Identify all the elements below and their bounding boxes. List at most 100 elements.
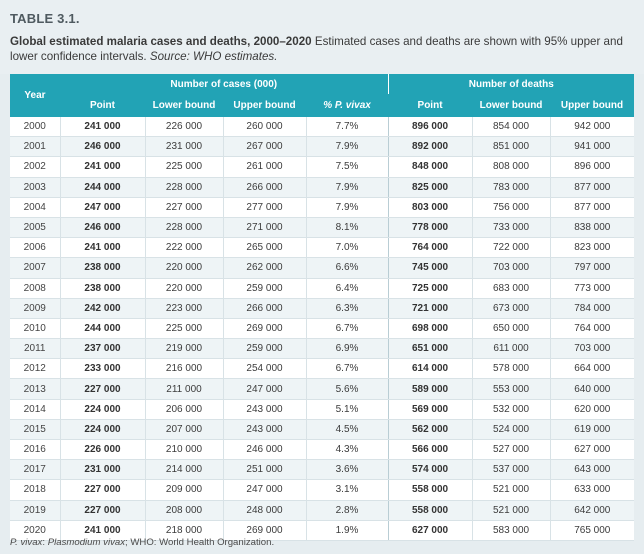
cases-point-cell: 241 000 [60, 156, 146, 178]
cases-point-cell: 227 000 [60, 378, 146, 400]
year-cell: 2006 [10, 237, 61, 259]
deaths-point-cell: 698 000 [388, 318, 473, 340]
year-cell: 2013 [10, 378, 61, 400]
footnote-abbr-full: Plasmodium vivax [47, 537, 126, 548]
year-cell: 2002 [10, 156, 61, 178]
cases-point-cell: 244 000 [60, 177, 146, 198]
deaths-upper-cell: 877 000 [550, 177, 635, 198]
pvivax-cell: 5.1% [306, 399, 389, 420]
deaths-upper-cell: 896 000 [550, 156, 635, 178]
deaths-lower-header: Lower bound [472, 94, 551, 117]
year-cell: 2001 [10, 136, 61, 158]
pvivax-cell: 3.6% [306, 459, 389, 481]
footnote-sep: : [42, 537, 48, 548]
deaths-point-cell: 764 000 [388, 237, 473, 259]
year-cell: 2020 [10, 520, 61, 541]
cases-upper-cell: 260 000 [223, 117, 307, 138]
cases-upper-cell: 269 000 [223, 318, 307, 340]
deaths-lower-cell: 756 000 [472, 197, 551, 218]
deaths-point-cell: 745 000 [388, 257, 473, 279]
cases-point-cell: 227 000 [60, 500, 146, 521]
cases-upper-cell: 247 000 [223, 378, 307, 400]
cases-lower-cell: 225 000 [145, 156, 224, 178]
deaths-group-header: Number of deaths [388, 74, 635, 94]
pvivax-cell: 1.9% [306, 520, 389, 541]
deaths-point-cell: 721 000 [388, 298, 473, 319]
cases-point-cell: 233 000 [60, 358, 146, 380]
deaths-lower-cell: 722 000 [472, 237, 551, 259]
cases-point-cell: 224 000 [60, 399, 146, 420]
pvivax-cell: 4.3% [306, 439, 389, 461]
deaths-lower-cell: 650 000 [472, 318, 551, 340]
cases-upper-cell: 265 000 [223, 237, 307, 259]
cases-upper-cell: 248 000 [223, 500, 307, 521]
pvivax-header-label: % P. vivax [323, 100, 371, 111]
deaths-upper-cell: 620 000 [550, 399, 635, 420]
cases-upper-cell: 267 000 [223, 136, 307, 158]
cases-lower-cell: 220 000 [145, 278, 224, 299]
pvivax-header: % P. vivax [306, 94, 389, 117]
cases-upper-cell: 262 000 [223, 257, 307, 279]
table-row: 2015 224 000 207 000 243 000 4.5% 562 000 524 … [10, 419, 635, 441]
cases-upper-cell: 277 000 [223, 197, 307, 218]
cases-point-cell: 247 000 [60, 197, 146, 218]
table-row: 2001 246 000 231 000 267 000 7.9% 892 000 851 … [10, 136, 635, 158]
year-cell: 2007 [10, 257, 61, 279]
pvivax-cell: 2.8% [306, 500, 389, 521]
deaths-upper-cell: 823 000 [550, 237, 635, 259]
pvivax-cell: 7.5% [306, 156, 389, 178]
pvivax-cell: 4.5% [306, 419, 389, 441]
table-row: 2004 247 000 227 000 277 000 7.9% 803 000 756 … [10, 197, 635, 218]
year-cell: 2019 [10, 500, 61, 521]
deaths-point-cell: 566 000 [388, 439, 473, 461]
cases-lower-cell: 206 000 [145, 399, 224, 420]
deaths-upper-cell: 703 000 [550, 338, 635, 360]
table-label: TABLE 3.1. [10, 11, 80, 26]
cases-upper-cell: 243 000 [223, 419, 307, 441]
year-cell: 2003 [10, 177, 61, 198]
deaths-point-cell: 558 000 [388, 479, 473, 501]
deaths-lower-cell: 854 000 [472, 117, 551, 138]
cases-lower-cell: 226 000 [145, 117, 224, 138]
deaths-point-cell: 574 000 [388, 459, 473, 481]
cases-lower-cell: 209 000 [145, 479, 224, 501]
year-cell: 2004 [10, 197, 61, 218]
cases-point-cell: 246 000 [60, 136, 146, 158]
deaths-lower-cell: 524 000 [472, 419, 551, 441]
deaths-upper-cell: 640 000 [550, 378, 635, 400]
year-cell: 2017 [10, 459, 61, 481]
cases-lower-cell: 225 000 [145, 318, 224, 340]
deaths-upper-cell: 942 000 [550, 117, 635, 138]
table-row: 2019 227 000 208 000 248 000 2.8% 558 000 521 … [10, 500, 635, 521]
table-row: 2005 246 000 228 000 271 000 8.1% 778 000 733 … [10, 217, 635, 239]
deaths-lower-cell: 851 000 [472, 136, 551, 158]
cases-lower-cell: 228 000 [145, 217, 224, 239]
deaths-point-cell: 569 000 [388, 399, 473, 420]
cases-lower-header: Lower bound [145, 94, 223, 117]
year-cell: 2010 [10, 318, 61, 340]
cases-upper-cell: 259 000 [223, 338, 307, 360]
table-row: 2013 227 000 211 000 247 000 5.6% 589 000 553 … [10, 378, 635, 400]
cases-point-cell: 242 000 [60, 298, 146, 319]
cases-upper-cell: 246 000 [223, 439, 307, 461]
deaths-point-cell: 651 000 [388, 338, 473, 360]
deaths-point-cell: 825 000 [388, 177, 473, 198]
deaths-upper-cell: 633 000 [550, 479, 635, 501]
table-row: 2000 241 000 226 000 260 000 7.7% 896 000 854 … [10, 117, 635, 138]
deaths-lower-cell: 583 000 [472, 520, 551, 541]
year-cell: 2009 [10, 298, 61, 319]
deaths-upper-cell: 664 000 [550, 358, 635, 380]
table-caption: TABLE 3.1. Global estimated malaria case… [0, 0, 644, 74]
cases-point-cell: 237 000 [60, 338, 146, 360]
cases-lower-cell: 220 000 [145, 257, 224, 279]
deaths-lower-cell: 808 000 [472, 156, 551, 178]
table-row: 2002 241 000 225 000 261 000 7.5% 848 000 808 … [10, 156, 635, 178]
cases-upper-cell: 266 000 [223, 177, 307, 198]
table-row: 2006 241 000 222 000 265 000 7.0% 764 000 722 … [10, 237, 635, 259]
cases-upper-cell: 269 000 [223, 520, 307, 541]
cases-point-cell: 227 000 [60, 479, 146, 501]
table-row: 2014 224 000 206 000 243 000 5.1% 569 000 532 … [10, 399, 635, 420]
table-row: 2003 244 000 228 000 266 000 7.9% 825 000 783 … [10, 177, 635, 198]
cases-upper-cell: 259 000 [223, 278, 307, 299]
